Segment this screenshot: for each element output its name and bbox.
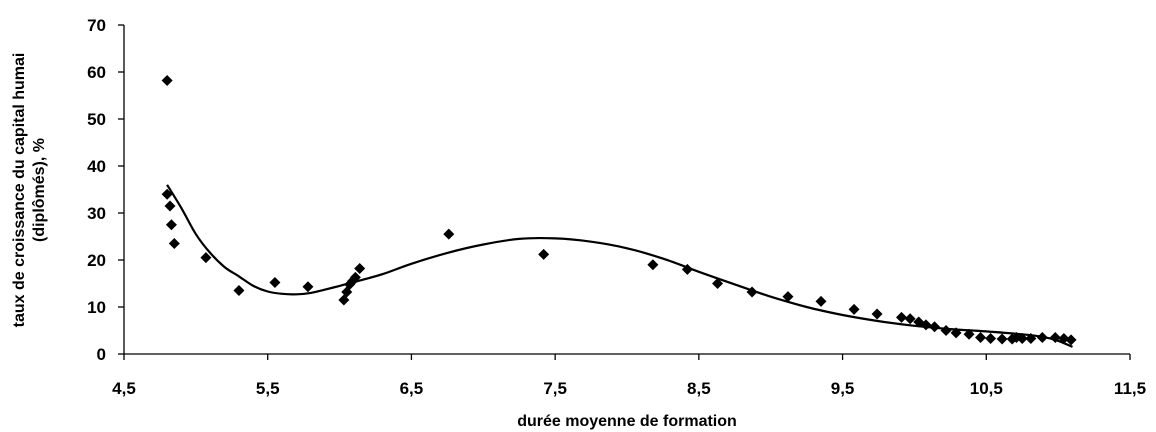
y-ticks: 0 10 20 30 40 50 60 70 [87, 16, 124, 364]
data-point [712, 278, 724, 289]
data-point [746, 286, 758, 298]
data-point [200, 252, 212, 264]
data-point [1025, 332, 1037, 344]
data-point [1058, 332, 1070, 344]
data-point [904, 313, 916, 325]
data-point [1065, 334, 1077, 346]
trendline [166, 184, 1073, 348]
data-point [164, 200, 176, 212]
data-point [815, 295, 827, 307]
data-point [681, 263, 693, 275]
y-tick-label: 30 [87, 204, 106, 223]
data-point [161, 188, 173, 200]
data-point [975, 332, 987, 344]
y-axis-title: taux de croissance du capital humai (dip… [11, 53, 48, 328]
data-point [354, 262, 366, 274]
x-ticks: 4,5 5,5 6,5 7,5 8,5 9,5 10,5 11,5 [112, 354, 1146, 398]
data-point [538, 248, 550, 260]
x-tick-label: 10,5 [970, 379, 1003, 398]
data-point [1036, 332, 1048, 344]
data-point [996, 333, 1008, 345]
data-point [1049, 332, 1061, 344]
x-tick-label: 5,5 [256, 379, 280, 398]
axes [123, 25, 1130, 355]
x-tick-label: 8,5 [687, 379, 711, 398]
x-tick-label: 7,5 [543, 379, 567, 398]
data-point [940, 325, 952, 336]
x-tick-label: 11,5 [1114, 379, 1146, 398]
data-point [848, 303, 860, 315]
y-tick-label: 50 [87, 110, 106, 129]
data-point [920, 319, 932, 331]
data-point [895, 311, 907, 323]
data-point [647, 259, 659, 271]
y-tick-label: 40 [87, 157, 106, 176]
data-point [269, 277, 281, 289]
x-axis-title: durée moyenne de formation [517, 413, 737, 430]
data-point [782, 291, 794, 303]
data-point [1016, 332, 1028, 344]
x-tick-label: 6,5 [400, 379, 424, 398]
data-point [161, 74, 173, 86]
y-tick-label: 60 [87, 63, 106, 82]
data-point [165, 219, 177, 231]
data-point [349, 271, 361, 283]
data-point [302, 281, 314, 293]
data-point [233, 285, 245, 297]
data-point [443, 228, 455, 240]
data-points [161, 74, 1077, 346]
x-tick-label: 4,5 [112, 379, 136, 398]
y-axis-title-line-2: (diplômés), % [31, 138, 48, 242]
y-axis-title-line-1: taux de croissance du capital humai [11, 53, 28, 328]
y-tick-label: 20 [87, 251, 106, 270]
y-tick-label: 0 [97, 345, 106, 364]
data-point [985, 332, 997, 344]
y-tick-label: 70 [87, 16, 106, 35]
y-tick-label: 10 [87, 298, 106, 317]
x-tick-label: 9,5 [831, 379, 855, 398]
data-point [168, 238, 180, 250]
data-point [950, 327, 962, 339]
data-point [929, 321, 941, 333]
data-point [871, 308, 883, 320]
data-point [963, 328, 975, 340]
